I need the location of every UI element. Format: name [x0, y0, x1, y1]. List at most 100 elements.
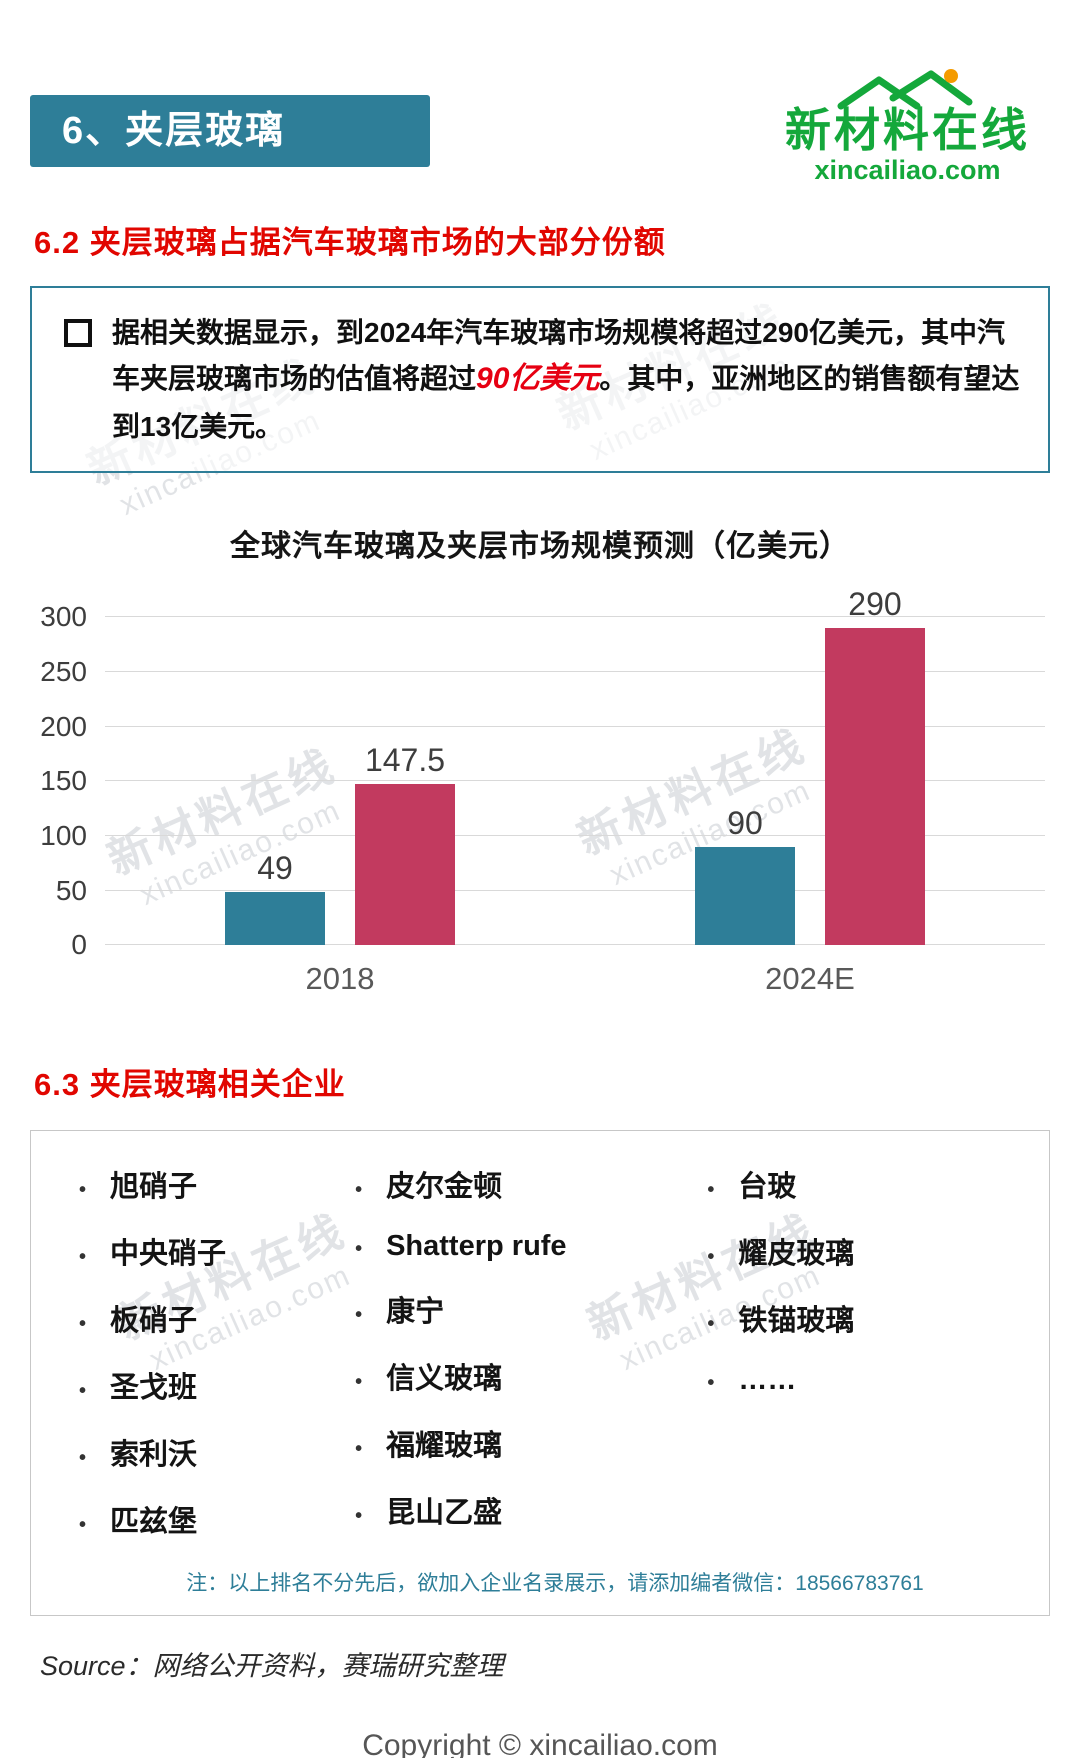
- company-name: 圣戈班: [110, 1372, 198, 1405]
- y-axis-tick-label: 100: [40, 819, 87, 851]
- source-line: Source：网络公开资料，赛瑞研究整理: [40, 1651, 504, 1682]
- bar-wrap: 90: [695, 617, 795, 946]
- chart-xlabels: 2018 2024E: [105, 961, 1045, 997]
- bar: [695, 846, 795, 946]
- header: 6、夹层玻璃 新材料在线 xincailiao.com: [0, 0, 1080, 195]
- company-column: • 皮尔金顿 • Shatterp rufe • 康宁 • 信义玻璃 • 福耀玻璃 • 昆山乙盛: [355, 1163, 707, 1565]
- bar-value-label: 290: [848, 586, 902, 623]
- chart: 全球汽车玻璃及夹层市场规模预测（亿美元） 0 50 100 150 200 250 300 4…: [0, 521, 1080, 997]
- company-name: 中央硝子: [110, 1238, 227, 1271]
- callout-box: 据相关数据显示，到2024年汽车玻璃市场规模将超过290亿美元，其中汽车夹层玻璃…: [30, 286, 1050, 474]
- list-item: • 板硝子: [79, 1297, 355, 1339]
- bar: [355, 784, 455, 946]
- bar-value-label: 90: [727, 804, 763, 841]
- company-name: 康宁: [386, 1296, 445, 1329]
- company-name: ……: [738, 1364, 797, 1397]
- logo-roof-icon: [837, 69, 972, 110]
- company-name: 耀皮玻璃: [738, 1238, 855, 1271]
- company-name: 昆山乙盛: [386, 1497, 503, 1530]
- bullet-icon: •: [355, 1238, 363, 1261]
- list-item: • 康宁: [355, 1288, 707, 1330]
- list-item: • 昆山乙盛: [355, 1489, 707, 1531]
- list-item: • ……: [707, 1364, 1031, 1397]
- bullet-icon: •: [79, 1246, 87, 1269]
- list-item: • 福耀玻璃: [355, 1422, 707, 1464]
- bar-groups: 49 147.5 90 290: [105, 588, 1045, 946]
- bar-wrap: 49: [225, 617, 325, 946]
- company-note: 注：以上排名不分先后，欲加入企业名录展示，请添加编者微信：18566783761: [186, 1572, 924, 1596]
- bullet-icon: •: [79, 1179, 87, 1202]
- list-item: • 中央硝子: [79, 1230, 355, 1272]
- bar: [225, 891, 325, 946]
- company-column: • 台玻 • 耀皮玻璃 • 铁锚玻璃 • ……: [707, 1163, 1031, 1565]
- y-axis-tick-label: 200: [40, 710, 87, 742]
- bullet-icon: •: [355, 1304, 363, 1327]
- list-item: • 铁锚玻璃: [707, 1297, 1031, 1339]
- list-item: • 信义玻璃: [355, 1355, 707, 1397]
- list-item: • 匹兹堡: [79, 1498, 355, 1540]
- company-name: 台玻: [738, 1171, 797, 1204]
- heading-6-2: 6.2 夹层玻璃占据汽车玻璃市场的大部分份额: [34, 225, 666, 260]
- company-name: 匹兹堡: [110, 1506, 198, 1539]
- company-name: 福耀玻璃: [386, 1430, 503, 1463]
- bar-value-label: 49: [257, 849, 293, 886]
- x-axis-category-label: 2018: [305, 961, 375, 997]
- bullet-icon: •: [355, 1505, 363, 1528]
- bullet-icon: •: [355, 1179, 363, 1202]
- bullet-icon: •: [707, 1313, 715, 1336]
- company-name: 旭硝子: [110, 1171, 198, 1204]
- gridline: [105, 834, 1045, 836]
- bullet-icon: •: [355, 1371, 363, 1394]
- gridline: [105, 725, 1045, 727]
- y-axis-tick-label: 300: [40, 601, 87, 633]
- y-axis-tick-label: 50: [55, 874, 87, 906]
- section-title: 6、夹层玻璃: [62, 110, 286, 152]
- callout-text-before: 据相关数据显示，到2024年汽车玻璃市场规模将超过290亿美元，其中汽车夹层玻璃…: [112, 317, 1006, 395]
- bullet-icon: •: [79, 1380, 87, 1403]
- section-banner: 6、夹层玻璃: [30, 95, 430, 167]
- bar-value-label: 147.5: [364, 742, 446, 779]
- chart-title: 全球汽车玻璃及夹层市场规模预测（亿美元）: [230, 530, 850, 564]
- logo-domain: xincailiao.com: [814, 155, 1001, 186]
- bullet-icon: •: [707, 1179, 715, 1202]
- y-axis-tick-label: 150: [40, 765, 87, 797]
- company-name: 铁锚玻璃: [738, 1305, 855, 1338]
- company-column: • 旭硝子 • 中央硝子 • 板硝子 • 圣戈班 • 索利沃 • 匹兹堡: [79, 1163, 355, 1565]
- callout-text-after: 。其中，亚洲地区的销售额有望达到13亿美元。: [112, 363, 1020, 442]
- gridline: [105, 670, 1045, 672]
- y-axis-tick-label: 250: [40, 655, 87, 687]
- list-item: • 圣戈班: [79, 1364, 355, 1406]
- list-item: • Shatterp rufe: [355, 1230, 707, 1263]
- bar: [825, 628, 925, 946]
- company-name: Shatterp rufe: [386, 1230, 567, 1263]
- callout-text: 据相关数据显示，到2024年汽车玻璃市场规模将超过290亿美元，其中汽车夹层玻璃…: [62, 310, 1022, 449]
- square-bullet-icon: [64, 319, 92, 347]
- logo: 新材料在线 xincailiao.com: [785, 68, 1030, 185]
- bullet-icon: •: [707, 1372, 715, 1395]
- company-name: 信义玻璃: [386, 1363, 503, 1396]
- bullet-icon: •: [79, 1514, 87, 1537]
- copyright-line: Copyright © xincailiao.com: [362, 1729, 718, 1758]
- bar-wrap: 147.5: [355, 617, 455, 946]
- x-axis-category-label: 2024E: [765, 961, 855, 997]
- logo-brand: 新材料在线: [785, 104, 1030, 156]
- y-axis-tick-label: 0: [71, 929, 87, 961]
- bullet-icon: •: [355, 1438, 363, 1461]
- list-item: • 旭硝子: [79, 1163, 355, 1205]
- gridline: [105, 616, 1045, 618]
- heading-6-3: 6.3 夹层玻璃相关企业: [34, 1067, 346, 1103]
- list-item: • 索利沃: [79, 1431, 355, 1473]
- gridline: [105, 889, 1045, 891]
- bullet-icon: •: [79, 1447, 87, 1470]
- gridline: [105, 780, 1045, 782]
- list-item: • 耀皮玻璃: [707, 1230, 1031, 1272]
- callout-highlight: 90亿美元: [476, 362, 600, 396]
- bar-wrap: 290: [825, 588, 925, 946]
- list-item: • 皮尔金顿: [355, 1163, 707, 1205]
- company-name: 索利沃: [110, 1439, 198, 1472]
- list-item: • 台玻: [707, 1163, 1031, 1205]
- bullet-icon: •: [79, 1313, 87, 1336]
- company-name: 皮尔金顿: [386, 1171, 503, 1204]
